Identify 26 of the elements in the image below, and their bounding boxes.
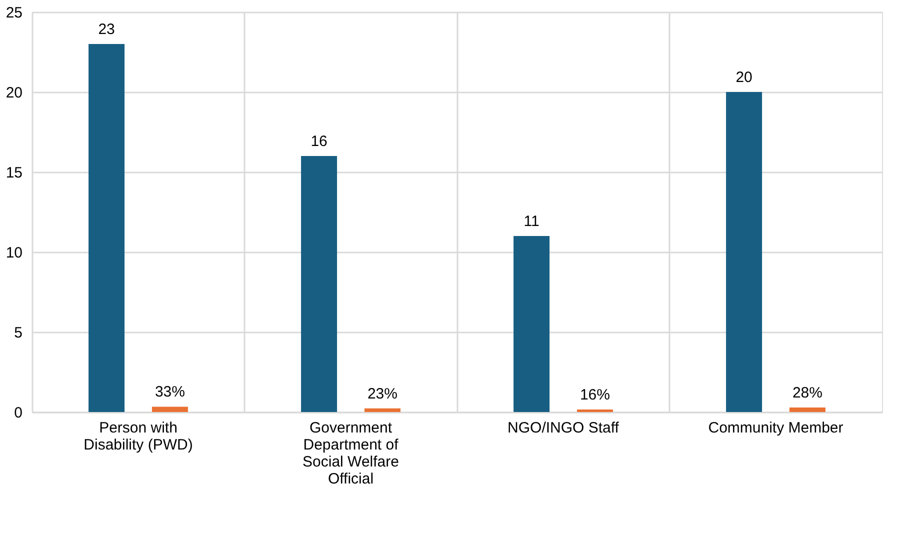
data-label: 33%: [154, 384, 185, 401]
x-tick-label: Person with Disability (PWD): [84, 420, 193, 454]
bar: [514, 236, 550, 412]
bar: [301, 156, 338, 412]
x-tick-label: Community Member: [708, 420, 844, 436]
bar: [576, 409, 613, 412]
bar: [789, 408, 826, 412]
bar: [152, 406, 188, 412]
data-label: 28%: [792, 384, 822, 402]
y-tick-label: 0: [14, 404, 22, 422]
data-label: 11: [524, 213, 540, 230]
y-tick-label: 15: [6, 164, 22, 182]
bar: [726, 92, 762, 412]
y-tick-label: 5: [14, 324, 22, 342]
y-tick-label: 20: [6, 84, 22, 102]
x-tick-label: Government Department of Social Welfare Official: [302, 420, 400, 488]
bar: [364, 408, 400, 412]
data-label: 23: [98, 21, 115, 38]
data-label: 23%: [367, 385, 398, 402]
x-tick-label: NGO/INGO Staff: [508, 420, 620, 436]
data-label: 16%: [580, 386, 610, 404]
y-tick-label: 25: [6, 4, 22, 22]
y-tick-label: 10: [6, 244, 22, 262]
data-label: 20: [736, 69, 752, 86]
data-label: 16: [310, 133, 328, 150]
bar: [88, 44, 125, 412]
